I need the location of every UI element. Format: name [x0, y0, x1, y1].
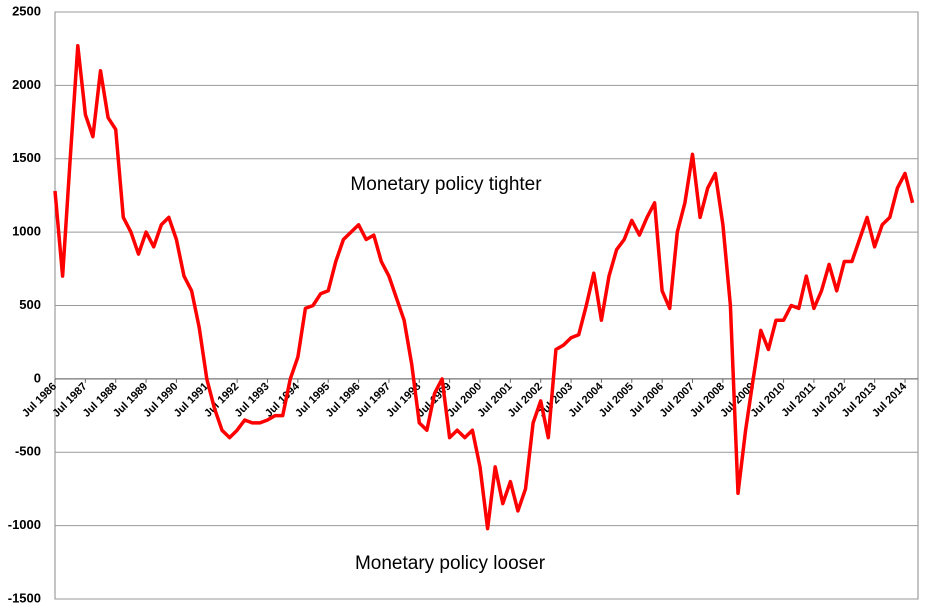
data-line [53, 44, 915, 531]
y-tick-label: -1500 [8, 590, 41, 605]
y-tick-label: -1000 [8, 517, 41, 532]
y-tick-label: 1500 [12, 150, 41, 165]
annotation: Monetary policy tighter [350, 174, 542, 195]
y-tick-label: 0 [34, 370, 41, 385]
annotation: Monetary policy looser [355, 553, 546, 574]
y-tick-label: 2500 [12, 3, 41, 18]
y-tick-label: 1000 [12, 224, 41, 239]
x-tick-label: Jul 2014 [870, 380, 910, 420]
y-tick-label: 500 [19, 297, 41, 312]
y-tick-label: -500 [15, 444, 41, 459]
y-tick-label: 2000 [12, 77, 41, 92]
